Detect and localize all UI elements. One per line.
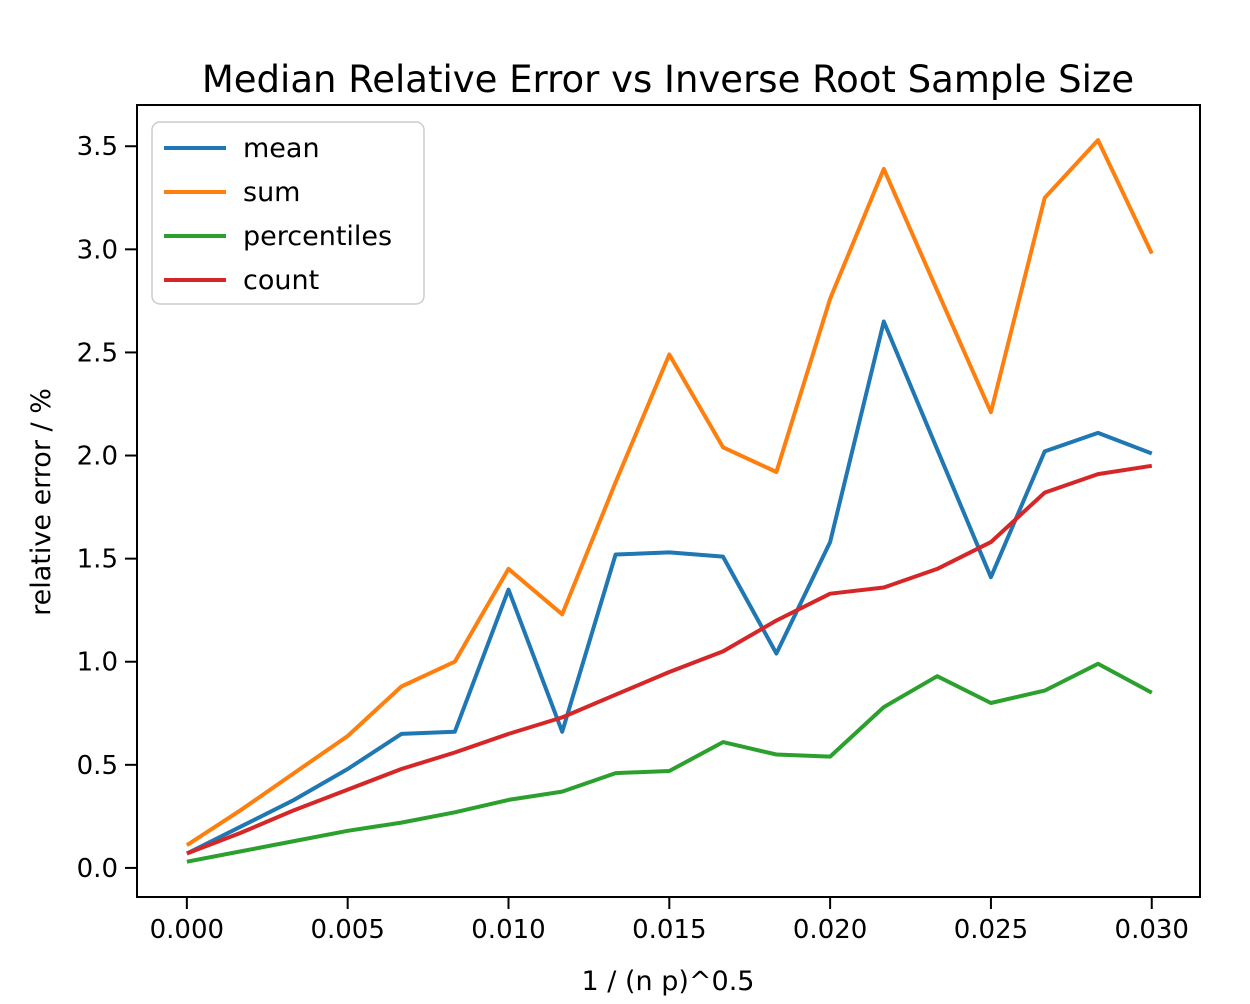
- x-tick-label: 0.030: [1115, 915, 1189, 945]
- y-tick-label: 1.0: [77, 648, 118, 678]
- legend-label-count: count: [243, 265, 319, 296]
- plot-frame: [136, 104, 1201, 898]
- y-tick-label: 3.0: [77, 235, 118, 265]
- y-tick-label: 0.0: [77, 854, 118, 884]
- series-line-percentiles: [186, 661, 1153, 864]
- y-axis-label: relative error / %: [26, 388, 57, 616]
- x-tick-label: 0.010: [471, 915, 545, 945]
- x-tick-label: 0.000: [150, 915, 224, 945]
- series-line-count: [186, 463, 1153, 856]
- x-tick-label: 0.015: [632, 915, 706, 945]
- series-line-mean: [186, 319, 1153, 856]
- legend-label-sum: sum: [243, 177, 300, 208]
- x-tick-label: 0.020: [793, 915, 867, 945]
- y-tick-label: 0.5: [77, 751, 118, 781]
- y-tick-label: 2.5: [77, 338, 118, 368]
- y-tick-label: 3.5: [77, 132, 118, 162]
- chart-title: Median Relative Error vs Inverse Root Sa…: [202, 58, 1134, 101]
- x-axis-label: 1 / (n p)^0.5: [582, 966, 755, 997]
- series-line-sum: [185, 138, 1154, 847]
- y-tick-label: 1.5: [77, 545, 118, 575]
- legend-box: [151, 121, 425, 305]
- x-tick-label: 0.025: [954, 915, 1028, 945]
- legend-label-mean: mean: [243, 133, 320, 164]
- x-tick-label: 0.005: [310, 915, 384, 945]
- legend-label-percentiles: percentiles: [243, 221, 392, 252]
- y-tick-label: 2.0: [77, 442, 118, 472]
